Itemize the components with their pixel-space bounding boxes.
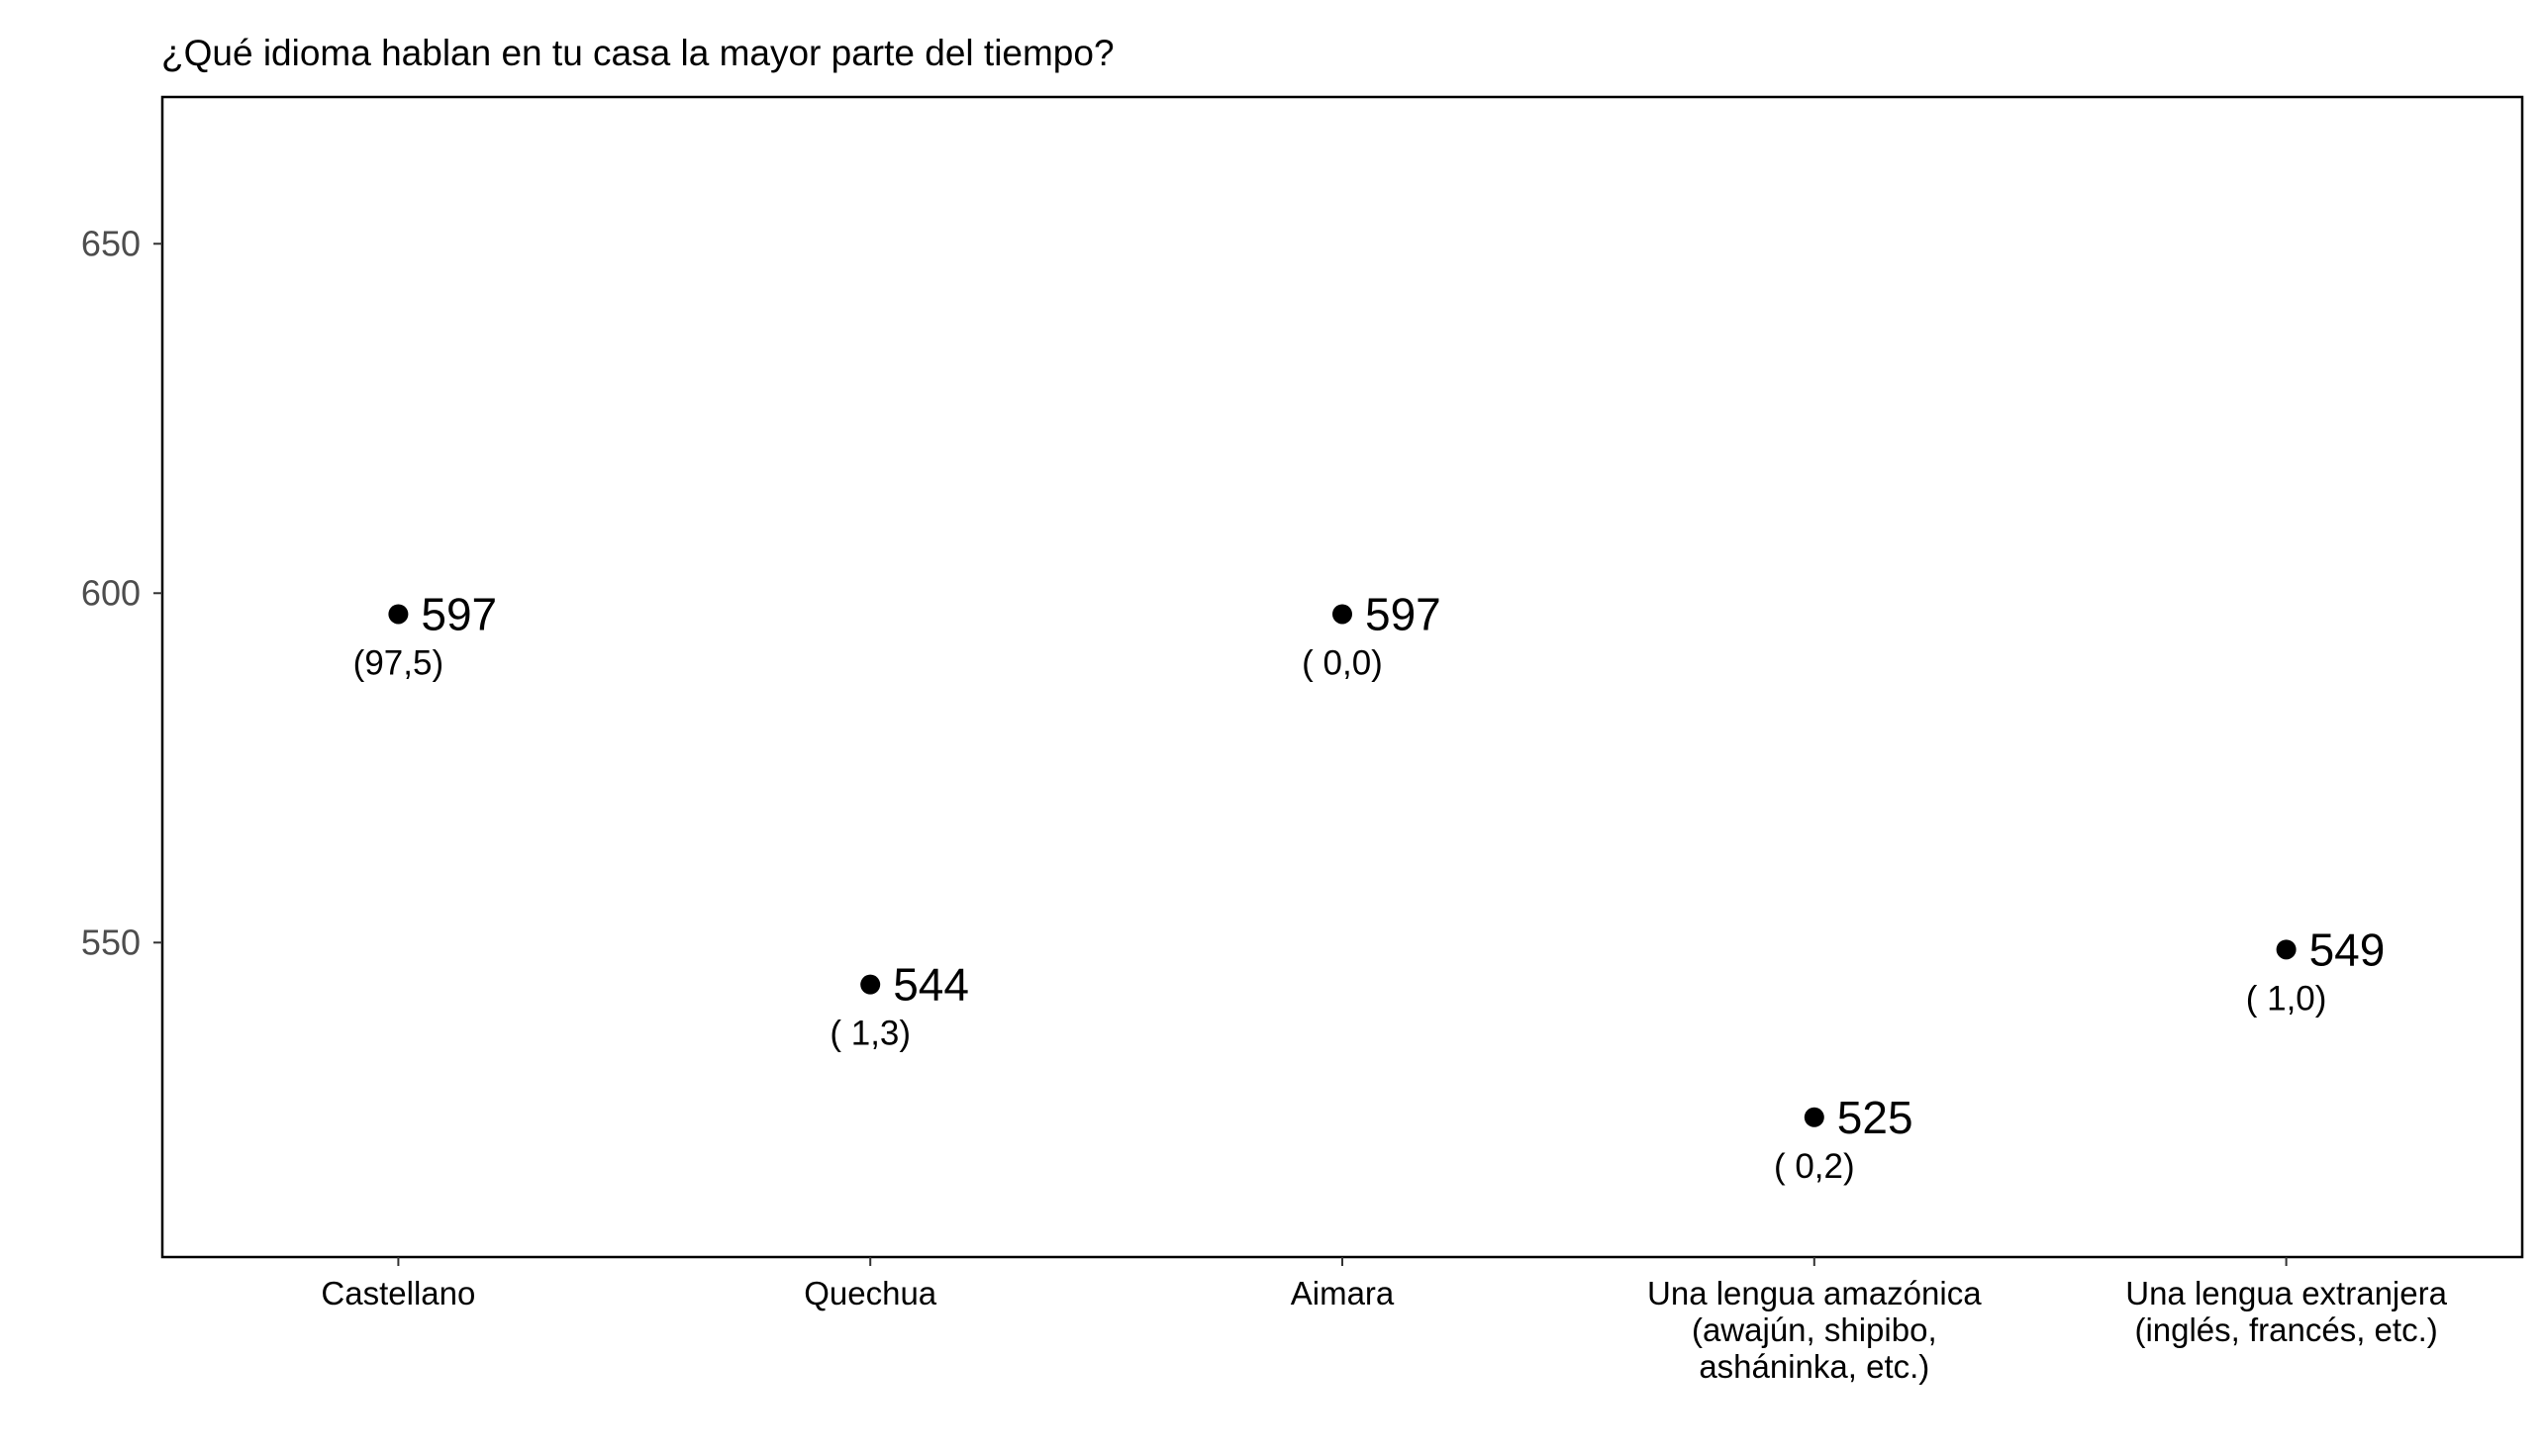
x-tick-label: Una lengua extranjera (inglés, francés, e… xyxy=(2125,1275,2447,1348)
x-tick-label: Una lengua amazónica (awajún, shipibo, ash… xyxy=(1647,1275,1982,1385)
y-tick-label: 650 xyxy=(81,223,141,263)
data-point xyxy=(388,604,409,625)
data-value-label: 544 xyxy=(893,959,969,1011)
data-points: 597 (97,5) 544 ( 1,3) 597 ( 0,0) 525 ( 0,2) 549 (… xyxy=(353,588,2386,1185)
data-point xyxy=(860,974,881,995)
data-value-label: 597 xyxy=(1365,588,1441,639)
x-tick-label-line: Castellano xyxy=(321,1275,475,1311)
data-percent-label: ( 0,0) xyxy=(1302,643,1383,682)
y-tick-label: 600 xyxy=(81,572,141,613)
y-axis-ticks: 550 600 650 xyxy=(81,223,162,962)
x-tick-label: Aimara xyxy=(1291,1275,1395,1311)
y-tick-label: 550 xyxy=(81,922,141,962)
x-tick-label-line: (inglés, francés, etc.) xyxy=(2134,1311,2437,1348)
x-tick-label-line: Aimara xyxy=(1291,1275,1395,1311)
data-value-label: 525 xyxy=(1837,1092,1913,1143)
x-tick-label-line: Una lengua amazónica xyxy=(1647,1275,1982,1311)
x-tick-label-line: (awajún, shipibo, xyxy=(1692,1311,1937,1348)
data-percent-label: (97,5) xyxy=(353,643,443,682)
x-tick-label-line: asháninka, etc.) xyxy=(1699,1348,1929,1385)
data-point xyxy=(1332,604,1352,625)
data-value-label: 549 xyxy=(2309,923,2386,975)
x-tick-label-line: Quechua xyxy=(804,1275,937,1311)
chart-title: ¿Qué idioma hablan en tu casa la mayor p… xyxy=(161,33,1115,73)
data-point xyxy=(1804,1107,1824,1127)
data-percent-label: ( 1,3) xyxy=(830,1015,911,1053)
x-tick-label: Castellano xyxy=(321,1275,475,1311)
x-axis-ticks: Castellano Quechua Aimara Una lengua amazón… xyxy=(321,1257,2448,1385)
data-percent-label: ( 1,0) xyxy=(2246,979,2327,1018)
data-value-label: 597 xyxy=(421,588,497,639)
x-tick-label: Quechua xyxy=(804,1275,937,1311)
data-point xyxy=(2276,939,2297,960)
x-tick-label-line: Una lengua extranjera xyxy=(2125,1275,2447,1311)
data-percent-label: ( 0,2) xyxy=(1774,1147,1855,1186)
